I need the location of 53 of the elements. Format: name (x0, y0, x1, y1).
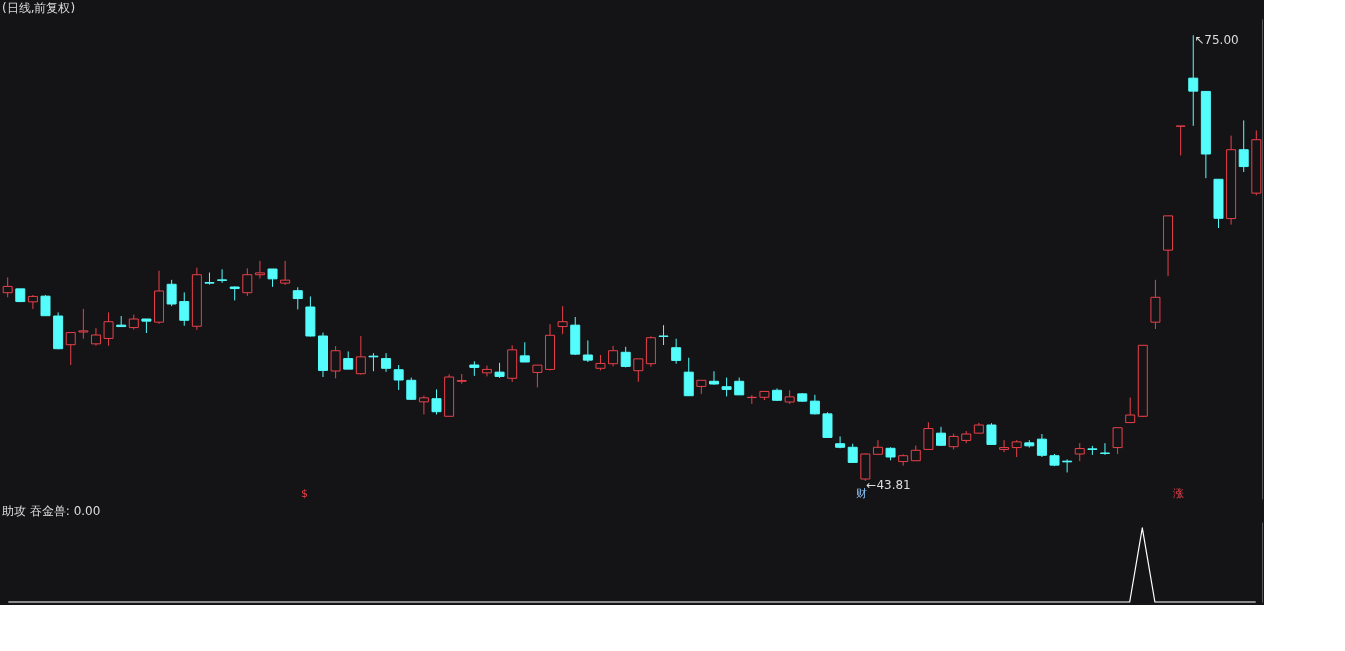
candlestick (393, 364, 404, 391)
annotation: ↖75.00 (1194, 33, 1239, 48)
annotation: 财 (855, 487, 867, 500)
candlestick (557, 305, 568, 335)
candlestick (671, 338, 682, 365)
candlestick (923, 421, 934, 450)
chart-title: 助攻 吞金兽: 0.00 (2, 504, 101, 518)
candlestick (179, 291, 190, 327)
candlestick (103, 311, 114, 347)
candlestick (633, 358, 644, 383)
candlestick (254, 260, 265, 280)
candlestick (721, 377, 732, 397)
candlestick (1125, 397, 1136, 424)
candlestick (381, 352, 392, 373)
annotation: $ (300, 487, 308, 500)
candlestick (330, 345, 341, 379)
candlestick (166, 279, 177, 307)
candlestick (608, 345, 619, 367)
candlestick (1062, 458, 1073, 473)
candlestick (1112, 427, 1123, 455)
candlestick (242, 267, 253, 297)
candlestick (986, 422, 997, 445)
candlestick (217, 268, 228, 284)
candlestick (532, 364, 543, 388)
candlestick (708, 370, 719, 386)
candlestick (822, 411, 833, 439)
candlestick (999, 439, 1010, 453)
candlestick (582, 339, 593, 363)
candlestick (355, 335, 366, 376)
candlestick (418, 395, 429, 415)
annotation: 涨 (1173, 487, 1185, 500)
candlestick (368, 352, 379, 372)
candlestick (936, 426, 947, 447)
chart-title: (日线,前复权) (2, 1, 76, 15)
candlestick (519, 341, 530, 363)
candlestick (65, 332, 76, 366)
candlestick (683, 357, 694, 397)
candlestick (1175, 125, 1186, 156)
candlestick (431, 388, 442, 415)
candlestick (27, 294, 38, 310)
candlestick (1099, 442, 1110, 456)
candlestick (847, 443, 858, 463)
candlestick (481, 365, 492, 377)
candlestick (78, 308, 89, 340)
candlestick (292, 286, 303, 310)
candlestick (872, 439, 883, 455)
candlestick (280, 260, 291, 286)
candlestick (835, 435, 846, 449)
candlestick (809, 394, 820, 415)
candlestick (658, 324, 669, 346)
candlestick (1238, 119, 1249, 173)
candlestick (1036, 433, 1047, 458)
annotation: ←43.81 (866, 477, 911, 492)
